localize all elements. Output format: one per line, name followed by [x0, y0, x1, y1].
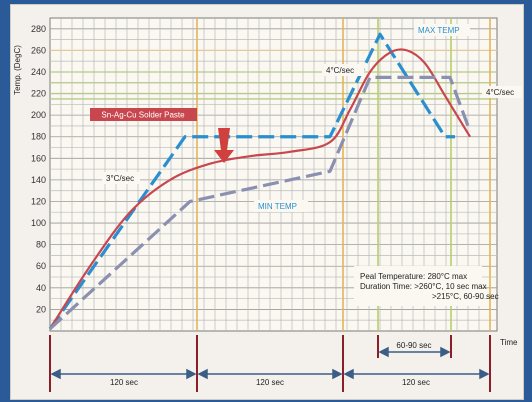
- rate3-label: 4°C/sec: [486, 88, 514, 97]
- paste-label: Sn-Ag-Cu Solder Paste: [101, 111, 185, 120]
- x-axis-label: Time: [500, 338, 518, 347]
- y-tick-labels: 20 40 60 80 100 120 140 160 180 200 220 240 260 280: [31, 24, 46, 315]
- min-temp-bg: [254, 200, 308, 212]
- interval-2-label: 120 sec: [256, 378, 284, 387]
- interval-3-label: 120 sec: [402, 378, 430, 387]
- info-box: [354, 266, 482, 306]
- phase-dividers: [49, 335, 491, 392]
- info-line-1: Peal Temperature: 280°C max: [360, 272, 467, 281]
- series-line-2: [48, 75, 472, 331]
- y-tick-label: 240: [31, 67, 46, 77]
- series-line-1: [49, 48, 471, 330]
- y-tick-label: 140: [31, 175, 46, 185]
- y-tick-label: 120: [31, 196, 46, 206]
- y-tick-label: 100: [31, 218, 46, 228]
- series-layer: [48, 32, 472, 331]
- paste-label-box: [90, 108, 197, 121]
- interval-arrows: [50, 346, 490, 380]
- rate2-bg: [322, 64, 364, 76]
- y-axis-label: Temp. (DegC): [13, 45, 22, 95]
- y-tick-label: 40: [36, 283, 46, 293]
- y-tick-label: 80: [36, 240, 46, 250]
- info-line-2: Duration Time: >260°C, 10 sec max: [360, 282, 487, 291]
- y-tick-label: 20: [36, 304, 46, 314]
- y-tick-label: 280: [31, 24, 46, 34]
- rate2-label: 4°C/sec: [326, 66, 354, 75]
- y-tick-label: 220: [31, 89, 46, 99]
- interval-peak-label: 60-90 sec: [396, 341, 431, 350]
- interval-1-label: 120 sec: [110, 378, 138, 387]
- rate1-bg: [102, 172, 140, 184]
- info-line-3: >215°C, 60-90 sec: [432, 292, 499, 301]
- paste-arrow-head: [214, 150, 234, 163]
- min-temp-label: MIN TEMP: [258, 202, 297, 211]
- max-temp-bg: [414, 24, 470, 36]
- max-temp-label: MAX TEMP: [418, 26, 460, 35]
- y-tick-label: 160: [31, 153, 46, 163]
- rate3-bg: [482, 86, 522, 98]
- y-tick-label: 200: [31, 110, 46, 120]
- y-tick-label: 60: [36, 261, 46, 271]
- rate1-label: 3°C/sec: [106, 174, 134, 183]
- y-tick-label: 180: [31, 132, 46, 142]
- y-tick-label: 260: [31, 45, 46, 55]
- series-line-0: [48, 32, 455, 330]
